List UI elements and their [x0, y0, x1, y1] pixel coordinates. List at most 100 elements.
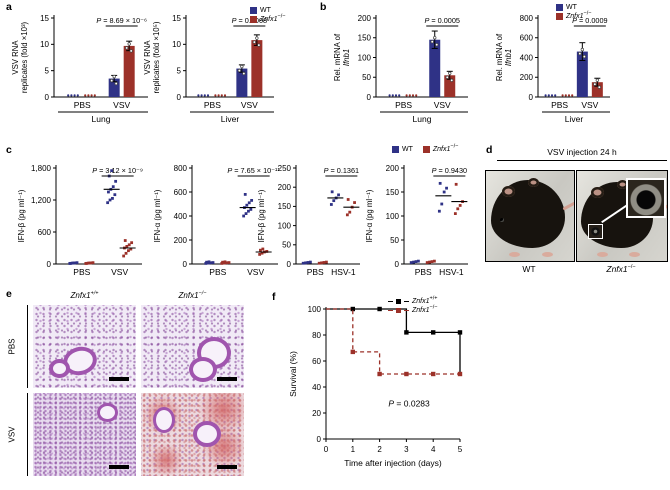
svg-text:IFN-α (pg ml⁻¹): IFN-α (pg ml⁻¹)	[153, 189, 162, 242]
svg-text:Time after injection (days): Time after injection (days)	[344, 458, 442, 468]
legend-ko: Znfx1−/−	[422, 144, 458, 154]
svg-text:150: 150	[278, 202, 292, 211]
mouse-foot	[629, 252, 641, 258]
svg-text:P = 7.65 × 10⁻¹¹: P = 7.65 × 10⁻¹¹	[227, 166, 280, 175]
svg-text:Survival (%): Survival (%)	[288, 351, 298, 397]
legend-ko: Znfx1−/−	[556, 11, 591, 21]
mouse-foot	[542, 252, 554, 258]
panel-a-label: a	[6, 1, 12, 13]
svg-text:PBS: PBS	[395, 100, 412, 110]
svg-text:600: 600	[520, 34, 534, 43]
scale-bar	[109, 465, 129, 469]
svg-text:0: 0	[47, 260, 52, 269]
ko-swatch	[250, 16, 257, 23]
wt-line-mark	[404, 301, 409, 302]
panel-d-label: d	[486, 144, 493, 156]
ifn-beta-hsv1-scatter-chart: 0 50 100 150 200 250 IFN-β (pg ml⁻¹) P = 0.1361…	[257, 164, 360, 277]
svg-text:HSV-1: HSV-1	[439, 267, 464, 277]
svg-text:0: 0	[529, 93, 534, 102]
svg-text:P = 8.69 × 10⁻⁶: P = 8.69 × 10⁻⁶	[96, 16, 147, 25]
mouse-tail	[562, 198, 574, 211]
panel-d-title: VSV injection 24 h	[497, 147, 667, 161]
svg-text:Lung: Lung	[413, 114, 432, 124]
wt-swatch	[392, 146, 399, 153]
svg-text:replicates (fold ×10³): replicates (fold ×10³)	[20, 21, 29, 93]
svg-text:Lung: Lung	[92, 114, 111, 124]
svg-text:5: 5	[458, 445, 463, 454]
svg-text:PBS: PBS	[209, 267, 226, 277]
znfx1-ko-mouse-photo	[576, 170, 668, 262]
svg-text:40: 40	[312, 383, 321, 392]
svg-text:0: 0	[317, 435, 322, 444]
svg-text:PBS: PBS	[73, 267, 90, 277]
svg-text:150: 150	[386, 188, 400, 197]
scale-bar	[217, 377, 237, 381]
legend-panel-b: WT Znfx1−/−	[556, 3, 591, 21]
svg-text:PBS: PBS	[551, 100, 568, 110]
histology-col1-header: Znfx1+/+	[70, 290, 99, 300]
svg-text:100: 100	[308, 305, 322, 314]
svg-text:5: 5	[177, 66, 182, 75]
svg-text:50: 50	[282, 241, 291, 250]
wt-swatch	[250, 7, 257, 14]
row-label-vsv: VSV	[7, 426, 17, 443]
vsv-rna-lung-bar-chart: 0 5 10 15 VSV RNA replicates (fold ×10³) P = 8…	[11, 14, 148, 124]
ko-swatch	[422, 146, 430, 153]
svg-text:150: 150	[358, 34, 372, 43]
svg-text:VSV: VSV	[434, 100, 451, 110]
svg-text:PBS: PBS	[415, 267, 432, 277]
mouse-ear	[616, 180, 628, 189]
ko-marker	[396, 308, 401, 313]
mouse-ear	[528, 178, 540, 188]
svg-text:10: 10	[40, 40, 49, 49]
airway	[97, 403, 118, 422]
svg-text:VSV: VSV	[247, 267, 264, 277]
svg-text:IFN-β (pg ml⁻¹): IFN-β (pg ml⁻¹)	[17, 189, 26, 242]
airway	[193, 421, 221, 447]
wt-swatch	[556, 4, 563, 11]
svg-text:PBS: PBS	[307, 267, 324, 277]
svg-text:PBS: PBS	[204, 100, 221, 110]
svg-text:200: 200	[386, 164, 400, 173]
wt-photo-caption: WT	[522, 264, 536, 274]
legend-survival-wt: Znfx1+/+	[388, 296, 437, 306]
legend-wt: WT	[392, 145, 413, 154]
scale-bar	[109, 377, 129, 381]
panel-f-label: f	[272, 291, 276, 303]
svg-text:1,800: 1,800	[31, 164, 52, 173]
row-bracket	[27, 305, 29, 388]
mouse-foot	[508, 251, 520, 257]
ifn-alpha-hsv1-scatter-chart: 0 50 100 150 200 IFN-α (pg ml⁻¹) P = 0.9430 PBS…	[365, 164, 468, 277]
svg-text:Rel. mRNA of: Rel. mRNA of	[333, 33, 342, 81]
svg-text:80: 80	[312, 331, 321, 340]
svg-text:Ifnb1: Ifnb1	[342, 49, 351, 66]
svg-text:800: 800	[174, 164, 188, 173]
row-label-pbs: PBS	[7, 338, 17, 355]
svg-text:Liver: Liver	[565, 114, 584, 124]
svg-text:PBS: PBS	[74, 100, 91, 110]
svg-text:Rel. mRNA of: Rel. mRNA of	[495, 33, 504, 81]
svg-text:0: 0	[177, 93, 182, 102]
svg-text:200: 200	[174, 236, 188, 245]
svg-text:250: 250	[278, 164, 292, 173]
svg-text:Ifnb1: Ifnb1	[504, 49, 513, 66]
svg-text:400: 400	[174, 212, 188, 221]
svg-text:60: 60	[312, 357, 321, 366]
svg-text:100: 100	[386, 212, 400, 221]
ko-line-mark	[388, 310, 393, 311]
ko-photo-caption: Znfx1−/−	[606, 264, 636, 274]
svg-text:1,200: 1,200	[31, 196, 52, 205]
svg-text:600: 600	[38, 228, 52, 237]
histology-vsv-wt	[33, 393, 136, 476]
wt-marker	[396, 299, 401, 304]
svg-text:VSV RNA: VSV RNA	[11, 40, 20, 75]
legend-ko: Znfx1−/−	[250, 14, 285, 24]
svg-text:50: 50	[390, 236, 399, 245]
airway	[189, 357, 217, 382]
wt-line-mark	[388, 301, 393, 302]
inflammation-patch	[149, 443, 183, 476]
ifn-alpha-vsv-scatter-chart: 0 200 400 600 800 IFN-α (pg ml⁻¹) P = 7.65 × 1…	[153, 164, 280, 277]
svg-text:400: 400	[520, 53, 534, 62]
svg-text:HSV-1: HSV-1	[331, 267, 356, 277]
svg-text:VSV: VSV	[111, 267, 128, 277]
